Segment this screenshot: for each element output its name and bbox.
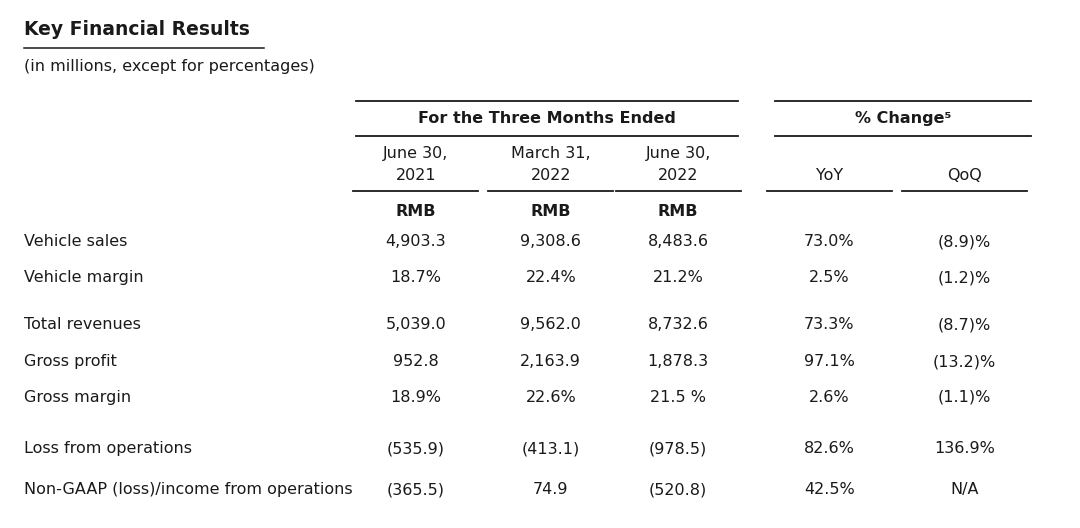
Text: 73.0%: 73.0%	[805, 234, 854, 249]
Text: 952.8: 952.8	[393, 354, 438, 369]
Text: 2.6%: 2.6%	[809, 390, 850, 404]
Text: 8,732.6: 8,732.6	[648, 317, 708, 332]
Text: Vehicle sales: Vehicle sales	[24, 234, 127, 249]
Text: 2021: 2021	[395, 168, 436, 183]
Text: 9,562.0: 9,562.0	[521, 317, 581, 332]
Text: 22.4%: 22.4%	[526, 270, 576, 285]
Text: N/A: N/A	[950, 483, 978, 497]
Text: 136.9%: 136.9%	[934, 441, 995, 456]
Text: RMB: RMB	[658, 204, 699, 219]
Text: 42.5%: 42.5%	[805, 483, 854, 497]
Text: 2.5%: 2.5%	[809, 270, 850, 285]
Text: (413.1): (413.1)	[522, 441, 580, 456]
Text: March 31,: March 31,	[511, 146, 591, 161]
Text: Total revenues: Total revenues	[24, 317, 140, 332]
Text: (978.5): (978.5)	[649, 441, 707, 456]
Text: YoY: YoY	[815, 168, 843, 183]
Text: 8,483.6: 8,483.6	[648, 234, 708, 249]
Text: 2,163.9: 2,163.9	[521, 354, 581, 369]
Text: Loss from operations: Loss from operations	[24, 441, 192, 456]
Text: 21.2%: 21.2%	[652, 270, 704, 285]
Text: Gross profit: Gross profit	[24, 354, 117, 369]
Text: (8.7)%: (8.7)%	[937, 317, 991, 332]
Text: 73.3%: 73.3%	[805, 317, 854, 332]
Text: (in millions, except for percentages): (in millions, except for percentages)	[24, 59, 314, 73]
Text: June 30,: June 30,	[646, 146, 711, 161]
Text: 97.1%: 97.1%	[804, 354, 855, 369]
Text: QoQ: QoQ	[947, 168, 982, 183]
Text: 21.5 %: 21.5 %	[650, 390, 706, 404]
Text: 9,308.6: 9,308.6	[521, 234, 581, 249]
Text: (365.5): (365.5)	[387, 483, 445, 497]
Text: (535.9): (535.9)	[387, 441, 445, 456]
Text: 22.6%: 22.6%	[526, 390, 576, 404]
Text: 74.9: 74.9	[534, 483, 568, 497]
Text: 2022: 2022	[658, 168, 699, 183]
Text: Gross margin: Gross margin	[24, 390, 131, 404]
Text: 2022: 2022	[530, 168, 571, 183]
Text: Non-GAAP (loss)/income from operations: Non-GAAP (loss)/income from operations	[24, 483, 352, 497]
Text: Key Financial Results: Key Financial Results	[24, 20, 249, 39]
Text: For the Three Months Ended: For the Three Months Ended	[418, 111, 676, 126]
Text: % Change⁵: % Change⁵	[855, 111, 951, 126]
Text: (1.2)%: (1.2)%	[937, 270, 991, 285]
Text: 1,878.3: 1,878.3	[648, 354, 708, 369]
Text: 4,903.3: 4,903.3	[386, 234, 446, 249]
Text: (8.9)%: (8.9)%	[937, 234, 991, 249]
Text: (1.1)%: (1.1)%	[937, 390, 991, 404]
Text: Vehicle margin: Vehicle margin	[24, 270, 144, 285]
Text: 18.9%: 18.9%	[390, 390, 442, 404]
Text: June 30,: June 30,	[383, 146, 448, 161]
Text: RMB: RMB	[395, 204, 436, 219]
Text: 82.6%: 82.6%	[804, 441, 855, 456]
Text: (520.8): (520.8)	[649, 483, 707, 497]
Text: 5,039.0: 5,039.0	[386, 317, 446, 332]
Text: 18.7%: 18.7%	[390, 270, 442, 285]
Text: RMB: RMB	[530, 204, 571, 219]
Text: (13.2)%: (13.2)%	[933, 354, 996, 369]
